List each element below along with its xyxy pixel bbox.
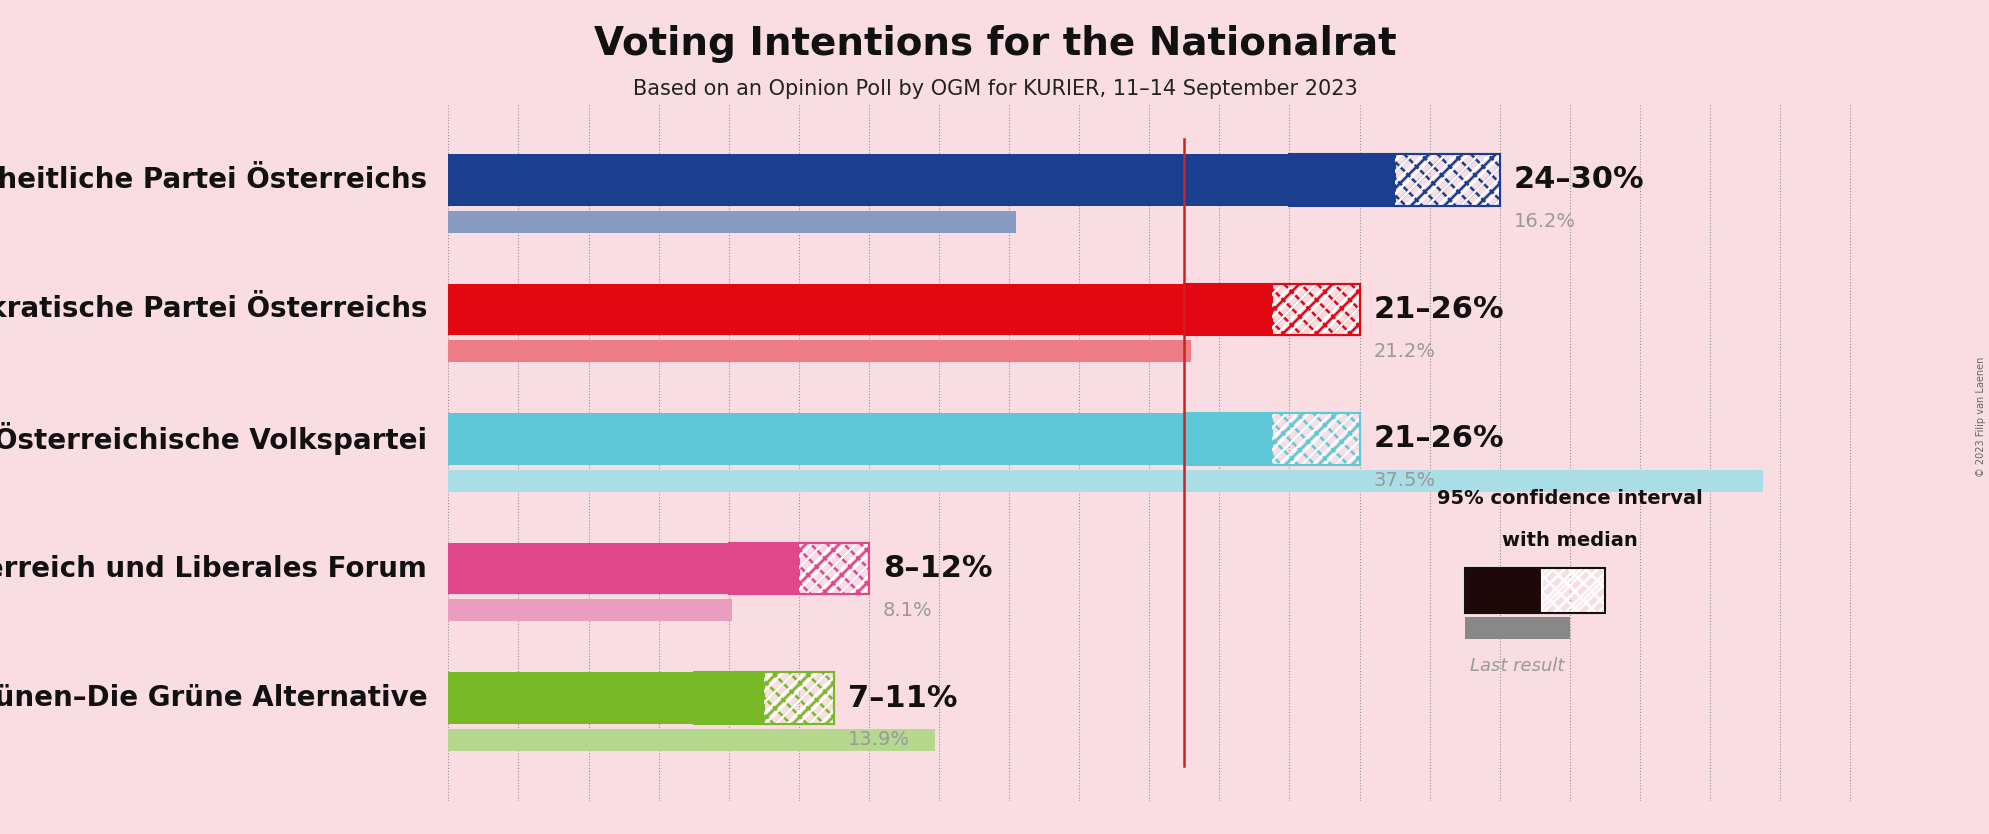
Text: with median: with median xyxy=(1502,531,1637,550)
Bar xyxy=(798,543,869,595)
Text: Sozialdemokratische Partei Österreichs: Sozialdemokratische Partei Österreichs xyxy=(0,295,428,324)
Bar xyxy=(448,413,1271,465)
Bar xyxy=(448,154,1394,206)
Text: Die Grünen–Die Grüne Alternative: Die Grünen–Die Grüne Alternative xyxy=(0,684,428,712)
Bar xyxy=(1271,284,1358,335)
Text: 7–11%: 7–11% xyxy=(847,684,957,712)
Text: Freiheitliche Partei Österreichs: Freiheitliche Partei Österreichs xyxy=(0,166,428,194)
Bar xyxy=(764,672,833,724)
Bar xyxy=(1394,154,1500,206)
Bar xyxy=(1183,413,1358,465)
Text: Österreichische Volkspartei: Österreichische Volkspartei xyxy=(0,423,428,455)
Bar xyxy=(1394,154,1500,206)
Bar xyxy=(1464,617,1569,639)
Text: 8–12%: 8–12% xyxy=(883,554,993,583)
Bar xyxy=(1183,284,1358,335)
Text: 24–30%: 24–30% xyxy=(1514,165,1643,194)
Bar xyxy=(1289,154,1500,206)
Bar xyxy=(448,340,1191,362)
Bar xyxy=(448,284,1271,335)
Bar xyxy=(1464,568,1541,613)
Text: 21.2%: 21.2% xyxy=(1372,342,1434,361)
Bar xyxy=(448,211,1016,233)
Bar xyxy=(764,672,833,724)
Bar xyxy=(1541,568,1603,613)
Text: Voting Intentions for the Nationalrat: Voting Intentions for the Nationalrat xyxy=(593,25,1396,63)
Text: 95% confidence interval: 95% confidence interval xyxy=(1436,490,1703,508)
Bar xyxy=(448,729,935,751)
Bar xyxy=(448,470,1762,492)
Text: 8.1%: 8.1% xyxy=(883,600,933,620)
Text: 16.2%: 16.2% xyxy=(1514,213,1575,231)
Bar xyxy=(694,672,833,724)
Bar xyxy=(448,600,732,621)
Text: Last result: Last result xyxy=(1470,656,1563,675)
Text: © 2023 Filip van Laenen: © 2023 Filip van Laenen xyxy=(1975,357,1985,477)
Text: 13.9%: 13.9% xyxy=(847,731,909,750)
Bar xyxy=(728,543,869,595)
Bar xyxy=(1271,413,1358,465)
Bar xyxy=(1271,413,1358,465)
Bar xyxy=(448,543,798,595)
Bar xyxy=(1271,284,1358,335)
Text: 21–26%: 21–26% xyxy=(1372,425,1504,454)
Text: Based on an Opinion Poll by OGM for KURIER, 11–14 September 2023: Based on an Opinion Poll by OGM for KURI… xyxy=(633,79,1356,99)
Bar xyxy=(448,672,764,724)
Text: 21–26%: 21–26% xyxy=(1372,295,1504,324)
Text: NEOS–Das Neue Österreich und Liberales Forum: NEOS–Das Neue Österreich und Liberales F… xyxy=(0,555,428,582)
Bar xyxy=(1541,568,1603,613)
Text: 37.5%: 37.5% xyxy=(1372,471,1434,490)
Bar xyxy=(1464,568,1603,613)
Bar xyxy=(798,543,869,595)
